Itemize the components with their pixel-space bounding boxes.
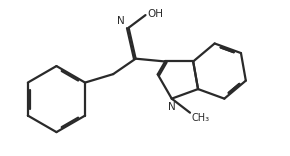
Text: N: N: [168, 102, 176, 112]
Text: N: N: [117, 16, 125, 26]
Text: OH: OH: [147, 9, 163, 19]
Text: CH₃: CH₃: [191, 113, 210, 123]
